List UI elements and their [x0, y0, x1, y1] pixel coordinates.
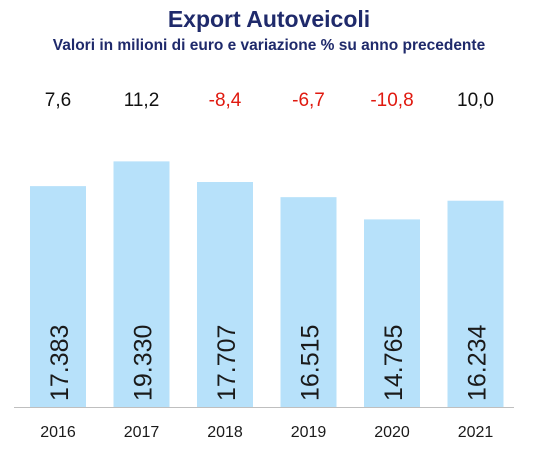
- bar-2020: [364, 219, 420, 407]
- bar-value-label: 17.707: [213, 325, 241, 401]
- bar-2019: [280, 197, 337, 407]
- bar-2016: [30, 186, 86, 407]
- x-tick-label: 2021: [458, 424, 494, 441]
- bar-value-label: 16.234: [464, 324, 492, 401]
- bar-2021: [447, 200, 504, 407]
- x-tick-label: 2019: [291, 424, 327, 441]
- pct-change-label: 10,0: [457, 90, 494, 111]
- pct-change-label: -8,4: [209, 90, 242, 111]
- bar-value-label: 17.383: [46, 325, 74, 401]
- pct-change-label: -10,8: [370, 90, 413, 111]
- pct-change-label: -6,7: [292, 90, 325, 111]
- x-tick-label: 2020: [374, 424, 410, 441]
- bar-2017: [113, 161, 170, 407]
- pct-change-label: 7,6: [45, 90, 71, 111]
- chart-subtitle: Valori in milioni di euro e variazione %…: [52, 37, 486, 54]
- bar-value-label: 16.515: [297, 325, 325, 401]
- pct-change-label: 11,2: [124, 90, 160, 111]
- x-tick-label: 2017: [124, 424, 160, 441]
- bar-2018: [197, 182, 253, 407]
- bar-value-label: 14.765: [380, 325, 408, 401]
- x-tick-label: 2016: [40, 424, 76, 441]
- bar-value-label: 19.330: [130, 325, 158, 401]
- x-tick-label: 2018: [207, 424, 243, 441]
- chart-title: Export Autoveicoli: [167, 6, 371, 32]
